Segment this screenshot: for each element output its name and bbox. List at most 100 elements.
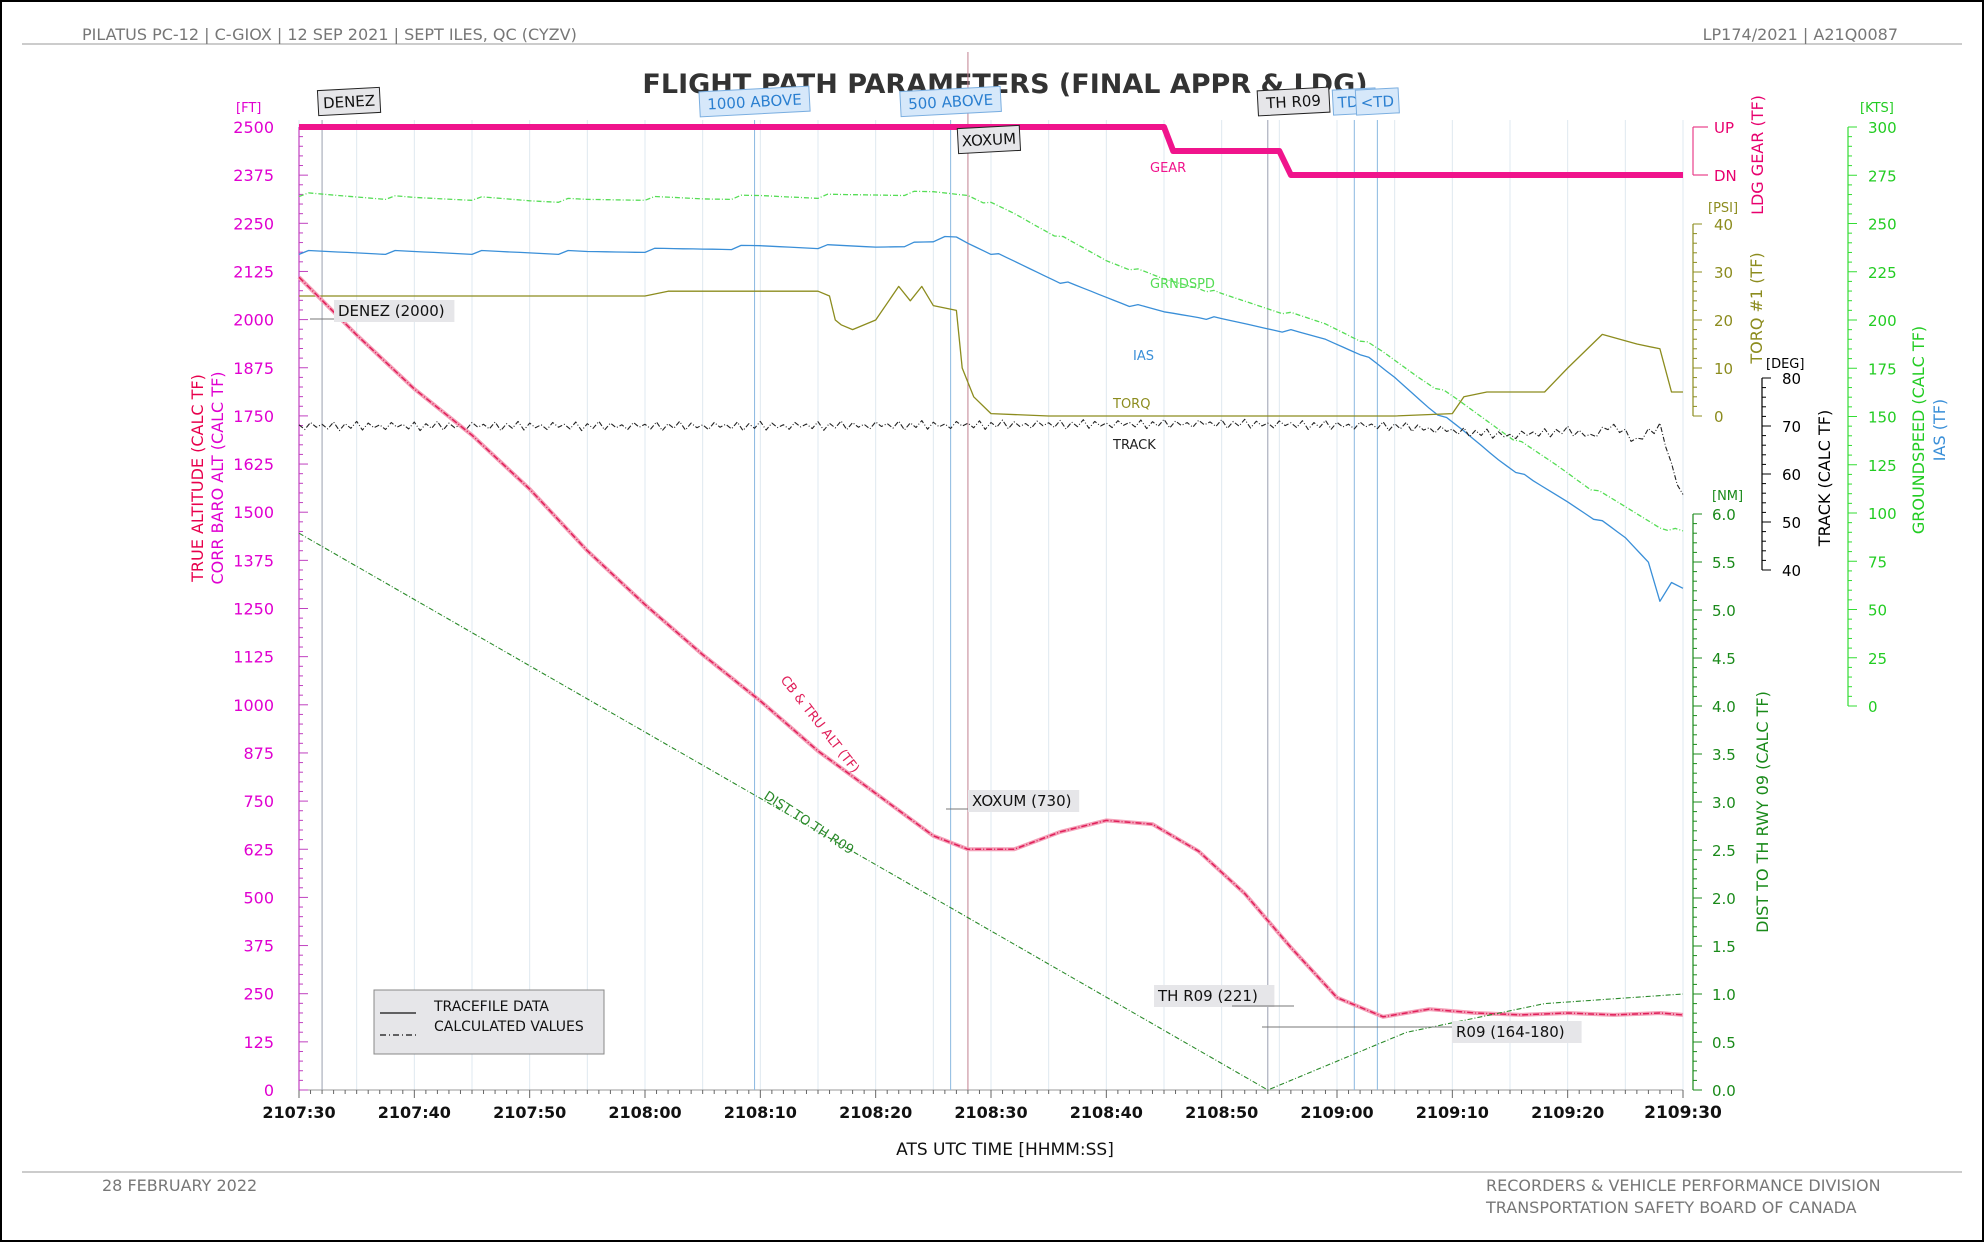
event-flag-box <box>1354 87 1400 116</box>
altitude-tick-label: 2500 <box>233 118 274 137</box>
distance-tick-label: 3.0 <box>1712 794 1736 812</box>
series-label-ias: IAS <box>1133 349 1154 364</box>
event-flag: XOXUM <box>956 124 1022 155</box>
series-dist <box>298 532 1684 1091</box>
altitude-tick-label: 1750 <box>233 407 274 426</box>
event-flag-label: DENEZ <box>323 92 376 113</box>
x-tick-label: 2108:00 <box>608 1103 681 1122</box>
speed-tick-label: 200 <box>1868 312 1897 330</box>
altitude-tick-label: 375 <box>243 937 274 956</box>
distance-tick-label: 1.0 <box>1712 986 1736 1004</box>
x-tick-label: 2108:50 <box>1185 1103 1258 1122</box>
torque-unit: [PSI] <box>1708 201 1738 216</box>
speed-tick-label: 150 <box>1868 409 1897 427</box>
distance-tick-label: 1.5 <box>1712 938 1736 956</box>
torque-tick-label: 40 <box>1714 216 1733 234</box>
track-tick-label: 70 <box>1782 418 1801 436</box>
altitude-tick-label: 750 <box>243 792 274 811</box>
series-label-torq: TORQ <box>1112 397 1150 412</box>
torque-tick-label: 0 <box>1714 408 1724 426</box>
altitude-unit: [FT] <box>236 101 261 116</box>
event-flag-label: XOXUM <box>961 130 1016 151</box>
gear-up-label: UP <box>1714 119 1734 137</box>
x-tick-label: 2107:40 <box>378 1103 451 1122</box>
speed-tick-label: 100 <box>1868 505 1897 523</box>
event-flag-box <box>316 86 382 117</box>
altitude-tick-label: 2250 <box>233 214 274 233</box>
event-flag-label: <TD <box>1360 92 1394 112</box>
gear-dn-label: DN <box>1714 167 1737 185</box>
distance-tick-label: 4.5 <box>1712 650 1736 668</box>
speed-tick-label: 25 <box>1868 650 1887 668</box>
speed-unit: [KTS] <box>1860 101 1894 116</box>
event-flag: 1000 ABOVE <box>698 85 811 118</box>
legend-calculated: CALCULATED VALUES <box>434 1019 584 1035</box>
speed-tick-label: 0 <box>1868 698 1878 716</box>
distance-tick-label: 0.5 <box>1712 1034 1736 1052</box>
groundspeed-axis-label: GROUNDSPEED (CALC TF) <box>1909 326 1928 534</box>
ias-axis-label: IAS (TF) <box>1930 399 1949 461</box>
series-track <box>298 418 1684 495</box>
axes: 0125250375500625750875100011251250137515… <box>188 95 1949 1100</box>
altitude-tick-label: 625 <box>243 840 274 859</box>
altitude-tick-label: 1875 <box>233 359 274 378</box>
annotation-box <box>334 300 455 322</box>
annotation-box <box>1452 1021 1582 1043</box>
torque-tick-label: 10 <box>1714 360 1733 378</box>
event-flag-label: 1000 ABOVE <box>707 91 802 114</box>
torque-tick-label: 20 <box>1714 312 1733 330</box>
event-flag: DENEZ <box>316 86 382 117</box>
annotation-label: R09 (164-180) <box>1456 1023 1565 1041</box>
series-ias <box>298 235 1684 602</box>
series-label-gear: GEAR <box>1150 161 1186 176</box>
x-tick-label: 2107:50 <box>493 1103 566 1122</box>
header-left: PILATUS PC-12 | C-GIOX | 12 SEP 2021 | S… <box>82 25 577 44</box>
altitude-tick-label: 1625 <box>233 455 274 474</box>
annotation-box <box>968 790 1080 812</box>
altitude-axis-label: TRUE ALTITUDE (CALC TF) <box>188 374 207 583</box>
x-tick-label: 2108:30 <box>954 1103 1027 1122</box>
x-tick-label: 2109:00 <box>1300 1103 1373 1122</box>
header-right: LP174/2021 | A21Q0087 <box>1703 25 1898 44</box>
altitude-tick-label: 250 <box>243 985 274 1004</box>
annotation-label: TH R09 (221) <box>1157 987 1258 1005</box>
altitude-tick-label: 1250 <box>233 600 274 619</box>
track-tick-label: 60 <box>1782 466 1801 484</box>
altitude-tick-label: 2375 <box>233 166 274 185</box>
distance-tick-label: 0.0 <box>1712 1082 1736 1100</box>
series-label-gs: GRNDSPD <box>1150 277 1215 292</box>
series-alt <box>298 276 1684 1018</box>
distance-unit: [NM] <box>1712 489 1743 504</box>
x-tick-label: 2109:20 <box>1531 1103 1604 1122</box>
speed-tick-label: 125 <box>1868 457 1897 475</box>
annotations: DENEZ (2000) XOXUM (730) TH R09 (221) R09 (… <box>310 300 1582 1043</box>
x-axis-label: ATS UTC TIME [HHMM:SS] <box>896 1140 1114 1160</box>
series-gear <box>299 124 1683 178</box>
speed-tick-label: 225 <box>1868 264 1897 282</box>
legend-frame <box>373 989 605 1055</box>
x-tick-label: 2108:20 <box>839 1103 912 1122</box>
speed-tick-label: 75 <box>1868 553 1887 571</box>
gear-axis-label: LDG GEAR (TF) <box>1748 95 1767 215</box>
event-flag-box <box>956 124 1022 155</box>
distance-tick-label: 3.5 <box>1712 746 1736 764</box>
altitude-tick-label: 1125 <box>233 648 274 667</box>
track-tick-label: 80 <box>1782 370 1801 388</box>
event-flag-box <box>698 85 811 118</box>
series-torq <box>299 285 1683 417</box>
event-flag-label: 500 ABOVE <box>908 91 994 113</box>
event-flag: <TD <box>1354 87 1400 116</box>
event-flag-label: TH R09 <box>1265 92 1322 113</box>
footer-agency: TRANSPORTATION SAFETY BOARD OF CANADA <box>1485 1198 1857 1217</box>
speed-tick-label: 50 <box>1868 602 1887 620</box>
track-unit: [DEG] <box>1766 357 1804 372</box>
footer-date: 28 FEBRUARY 2022 <box>102 1176 257 1195</box>
event-flag-box <box>899 85 1002 118</box>
distance-tick-label: 6.0 <box>1712 506 1736 524</box>
event-flag-box <box>1256 86 1331 117</box>
annotation-label: DENEZ (2000) <box>338 302 445 320</box>
footer-division: RECORDERS & VEHICLE PERFORMANCE DIVISION <box>1486 1176 1881 1195</box>
series-gs <box>298 190 1684 532</box>
